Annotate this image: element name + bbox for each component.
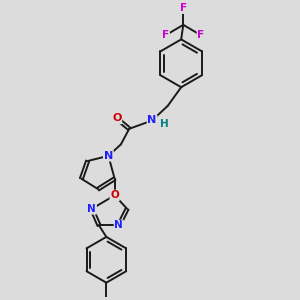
Text: H: H	[160, 118, 169, 129]
Text: F: F	[197, 30, 205, 40]
Text: N: N	[87, 204, 96, 214]
Text: N: N	[104, 151, 113, 161]
Text: O: O	[112, 113, 122, 123]
Text: N: N	[148, 116, 157, 125]
Text: F: F	[162, 30, 169, 40]
Text: F: F	[180, 3, 187, 13]
Text: O: O	[110, 190, 119, 200]
Text: N: N	[114, 220, 123, 230]
